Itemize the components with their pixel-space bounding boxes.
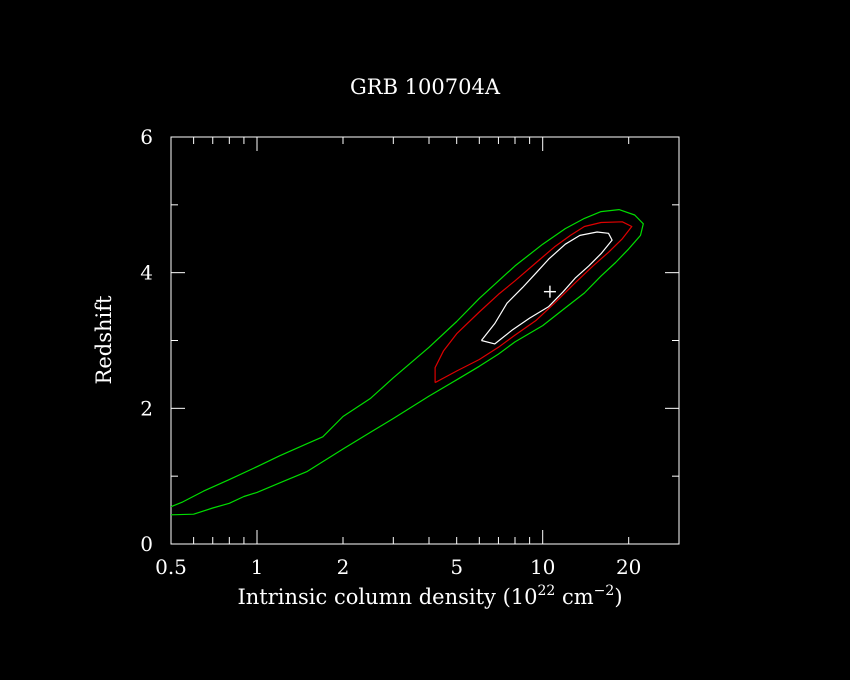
axis-tick-labels: 0.5 1 2 5 10 20 0 2 4 6 (140, 125, 641, 579)
x-tick-label: 20 (616, 555, 641, 579)
y-tick-label: 0 (140, 532, 153, 556)
y-tick-label: 2 (140, 396, 153, 420)
x-tick-label: 1 (251, 555, 264, 579)
x-tick-label: 5 (450, 555, 463, 579)
y-axis-label: Redshift (92, 295, 116, 384)
x-tick-label: 2 (337, 555, 350, 579)
chart-title: GRB 100704A (350, 75, 501, 99)
y-tick-label: 4 (140, 261, 153, 285)
contour-lines (170, 209, 644, 516)
x-axis-label: Intrinsic column density (1022 cm−2) (237, 583, 622, 609)
contour-middle (434, 221, 633, 384)
contour-inner (480, 231, 613, 345)
x-tick-label: 10 (530, 555, 555, 579)
best-fit-marker (543, 285, 556, 298)
x-tick-label: 0.5 (155, 555, 187, 579)
y-tick-label: 6 (140, 125, 153, 149)
axis-ticks (170, 136, 680, 545)
contour-outer (170, 209, 644, 516)
